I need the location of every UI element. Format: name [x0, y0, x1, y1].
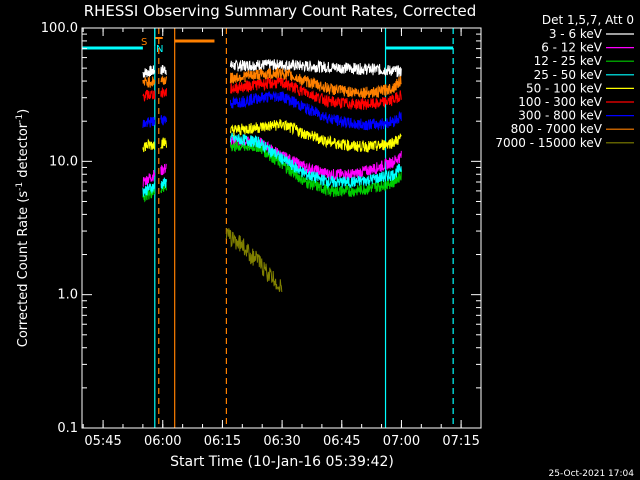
marker-s-label: S — [141, 37, 147, 48]
legend-label: 25 - 50 keV — [534, 68, 603, 82]
series-line — [229, 76, 402, 111]
series-line — [229, 132, 402, 190]
x-tick-label: 07:00 — [383, 434, 420, 449]
x-axis: 05:45 06:00 06:15 06:30 06:45 07:00 07:15 — [82, 28, 482, 449]
legend-label: 12 - 25 keV — [534, 54, 603, 68]
series-100-to-300keV — [142, 76, 402, 111]
series-line — [229, 119, 402, 153]
y-axis: 0.1 1.0 10.0 100.0 — [41, 21, 481, 436]
y-axis-label: Corrected Count Rate (s-1 detector-1) — [15, 109, 31, 347]
series-800-to-7000keV — [142, 67, 402, 99]
series-7000-to-15000keV — [225, 227, 283, 293]
series-line — [160, 64, 167, 76]
plot-area — [82, 28, 454, 428]
series-line — [160, 75, 167, 85]
series-line — [142, 116, 156, 128]
series-line — [142, 169, 156, 187]
series-line — [142, 182, 156, 197]
series-line — [142, 138, 156, 153]
series-line — [142, 89, 156, 102]
legend-label: 300 - 800 keV — [518, 109, 602, 123]
series-3-to-6keV — [142, 58, 402, 78]
y-tick-label: 1.0 — [57, 288, 78, 303]
series-25-to-50keV — [142, 132, 402, 197]
legend-label: 3 - 6 keV — [549, 27, 603, 41]
series-line — [225, 227, 283, 293]
series-300-to-800keV — [142, 90, 402, 131]
x-tick-label: 06:15 — [204, 434, 241, 449]
series-line — [160, 163, 167, 176]
legend-label: 100 - 300 keV — [518, 95, 602, 109]
legend-label: 6 - 12 keV — [541, 41, 603, 55]
chart-title: RHESSI Observing Summary Count Rates, Co… — [84, 2, 477, 20]
series-line — [229, 58, 402, 78]
series-line — [142, 76, 156, 88]
y-tick-label: 100.0 — [41, 21, 78, 36]
legend-label: 800 - 7000 keV — [511, 122, 603, 136]
series-line — [229, 67, 402, 99]
y-tick-label: 10.0 — [49, 154, 78, 169]
series-line — [160, 115, 167, 126]
legend-label: 50 - 100 keV — [526, 81, 603, 95]
x-tick-label: 06:45 — [323, 434, 360, 449]
series-50-to-100keV — [142, 119, 402, 153]
legend-header: Det 1,5,7, Att 0 — [542, 13, 634, 27]
x-axis-label: Start Time (10-Jan-16 05:39:42) — [170, 454, 394, 470]
series-line — [142, 186, 156, 203]
series-line — [160, 177, 167, 189]
x-tick-label: 06:00 — [144, 434, 181, 449]
y-tick-label: 0.1 — [57, 421, 78, 436]
legend-label: 7000 - 15000 keV — [495, 136, 602, 150]
marker-n-label: N — [156, 44, 163, 55]
series-line — [142, 65, 156, 78]
x-tick-label: 07:15 — [442, 434, 479, 449]
footer-stamp: 25-Oct-2021 17:04 — [549, 469, 635, 479]
series-line — [160, 87, 167, 98]
series-line — [160, 137, 167, 150]
x-tick-label: 05:45 — [84, 434, 121, 449]
series-line — [229, 90, 402, 131]
plot-frame — [81, 27, 482, 429]
x-tick-label: 06:30 — [263, 434, 300, 449]
